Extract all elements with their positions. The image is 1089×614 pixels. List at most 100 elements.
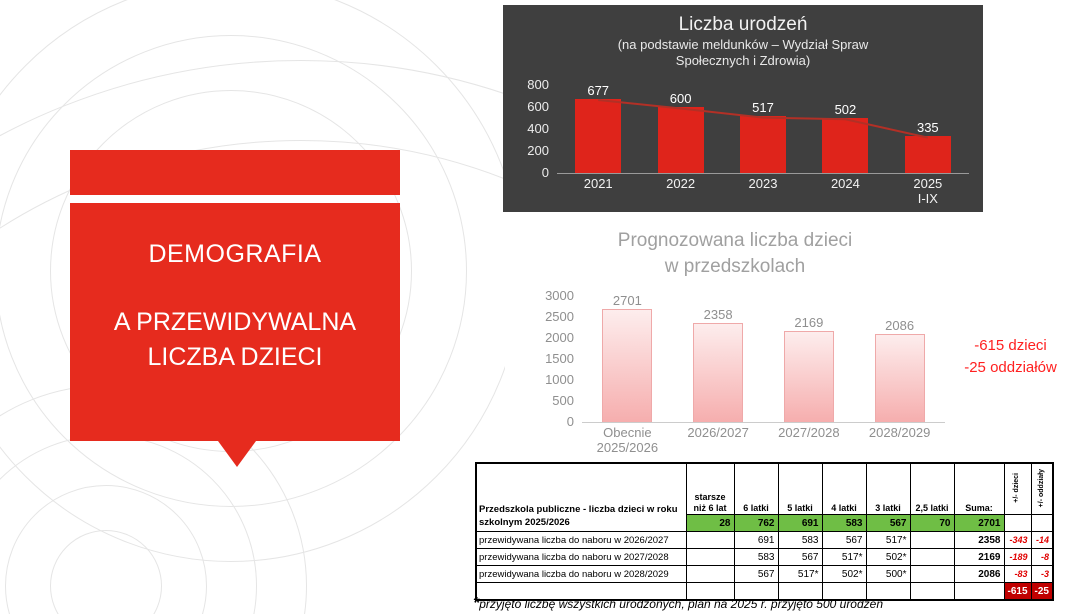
x-tick-label: 2028/2029 [868, 425, 931, 440]
x-tick-label: 2026/2027 [687, 425, 749, 440]
y-axis: 3000 2500 2000 1500 1000 500 0 [530, 289, 574, 429]
table-cell: 517* [821, 548, 867, 566]
table-cell: 2701 [953, 514, 1005, 532]
x-tick-label: 2021 [583, 176, 613, 191]
x-axis: 2021 2022 2023 2024 2025 I-IX [557, 176, 969, 207]
bar [740, 116, 787, 173]
table-cell [685, 565, 735, 583]
births-chart-panel: Liczba urodzeń (na podstawie meldunków –… [503, 5, 983, 212]
table-cell: 502* [865, 548, 911, 566]
table-cell: 567 [733, 565, 779, 583]
footnote: *przyjęto liczbę wszystkich urodzonych, … [473, 595, 883, 613]
column-header-label: +/- dzieci [1013, 472, 1021, 503]
table-cell: 583 [777, 531, 823, 549]
table-cell: 567 [865, 514, 911, 532]
x-tick-label: 2023 [748, 176, 778, 191]
y-tick-label: 500 [552, 393, 574, 408]
merged-label-line1: Przedszkola publiczne - liczba dzieci w … [479, 504, 678, 516]
bar-group: 677 [557, 83, 639, 173]
table-cell: 28 [685, 514, 735, 532]
bar-value-label: 2701 [612, 292, 642, 308]
bar-value-label: 600 [669, 91, 692, 106]
bar-group: 2701 [582, 292, 673, 422]
table-cell [685, 531, 735, 549]
table-cell: 70 [909, 514, 955, 532]
bar [822, 117, 869, 173]
y-tick-label: 1500 [545, 351, 574, 366]
bar-group: 600 [639, 85, 721, 173]
bars: 2701 2358 2169 2086 [582, 292, 945, 422]
row-label: przewidywana liczba do naboru w 2028/202… [475, 565, 687, 583]
annotation: -615 dzieci -25 oddziałów [938, 335, 1083, 379]
table-cell [1003, 514, 1032, 532]
column-header-label: 3 latki [875, 502, 901, 513]
y-tick-label: 0 [541, 165, 549, 180]
table-cell [909, 548, 955, 566]
annotation-line1: -615 dzieci [974, 337, 1047, 354]
bar [693, 323, 744, 422]
callout-top-bar [70, 150, 400, 195]
y-tick-label: 2500 [545, 309, 574, 324]
column-header: 5 latki [777, 462, 823, 515]
x-tick-label: 2025 I-IX [913, 176, 943, 206]
column-header-label: 5 latki [787, 502, 813, 513]
table-cell: -83 [1003, 565, 1032, 583]
bar-value-label: 335 [916, 120, 939, 136]
table-row: przewidywana liczba do naboru w 2027/202… [475, 548, 1054, 566]
column-header: 4 latki [821, 462, 867, 515]
table-merged-label: Przedszkola publiczne - liczba dzieci w … [475, 462, 687, 532]
births-chart-subtitle: (na podstawie meldunków – Wydział Spraw … [617, 37, 869, 69]
bar-group: 2169 [764, 296, 855, 422]
column-header: 3 latki [865, 462, 911, 515]
footnote-text: przyjęto liczbę wszystkich urodzonych, p… [479, 597, 884, 611]
y-tick-label: 3000 [545, 288, 574, 303]
births-bar-chart: 800 600 400 200 0 677 600 517 502 335 2021 2022 20… [513, 78, 969, 207]
table-cell: -615 [1003, 582, 1032, 601]
column-header-label: 6 latki [743, 502, 769, 513]
column-header: starsze niż 6 lat [685, 462, 735, 515]
table-cell: -25 [1030, 582, 1054, 601]
column-header-label: 4 latki [831, 502, 857, 513]
table-cell: 567 [777, 548, 823, 566]
callout-pointer-icon [218, 441, 256, 467]
x-tick-label: 2022 [666, 176, 696, 191]
bar-value-label: 2086 [885, 318, 915, 334]
row-label: przewidywana liczba do naboru w 2026/202… [475, 531, 687, 549]
plot-area: 3000 2500 2000 1500 1000 500 0 2701 2358 2169 208… [545, 289, 945, 429]
table-cell: -189 [1003, 548, 1032, 566]
column-header-label: +/- oddziały [1037, 468, 1045, 507]
column-header-label: 2,5 latki [915, 502, 949, 513]
bars: 677 600 517 502 335 [557, 83, 969, 173]
decorative-arc [5, 485, 207, 614]
bar-value-label: 2358 [703, 307, 733, 322]
x-tick-label: Obecnie 2025/2026 [596, 425, 659, 455]
table-cell: 691 [777, 514, 823, 532]
column-header-label: Suma: [965, 502, 993, 513]
y-tick-label: 400 [527, 121, 549, 136]
table-cell: 762 [733, 514, 779, 532]
table-cell: -343 [1003, 531, 1032, 549]
table-cell: 2358 [953, 531, 1005, 549]
callout: DEMOGRAFIA A PRZEWIDYWALNA LICZBA DZIECI [70, 203, 400, 441]
table-cell: -14 [1030, 531, 1054, 549]
forecast-chart-title: Prognozowana liczba dzieci w przedszkola… [617, 230, 853, 277]
births-chart-title: Liczba urodzeń [678, 14, 808, 35]
table-cell: 583 [821, 514, 867, 532]
column-header: Suma: [953, 462, 1005, 515]
column-header-label: starsze niż 6 lat [693, 492, 727, 513]
bar [657, 107, 704, 173]
bar-group: 335 [887, 85, 969, 173]
annotation-line2: -25 oddziałów [964, 358, 1057, 376]
table-cell [909, 531, 955, 549]
table-row: 28 762 691 583 567 70 2701 [476, 514, 1054, 532]
y-tick-label: 2000 [545, 330, 574, 345]
plot-area: 800 600 400 200 0 677 600 517 502 335 [527, 78, 969, 180]
table-cell [909, 582, 955, 601]
table-cell [953, 582, 1005, 601]
table-cell: 2169 [953, 548, 1005, 566]
table: Przedszkola publiczne - liczba dzieci w … [475, 462, 1054, 601]
table-cell: 517* [865, 531, 911, 549]
forecast-bar-chart: 3000 2500 2000 1500 1000 500 0 2701 2358 2169 208… [530, 289, 945, 456]
table-row: przewidywana liczba do naboru w 2026/202… [475, 531, 1054, 549]
bar [874, 334, 925, 422]
